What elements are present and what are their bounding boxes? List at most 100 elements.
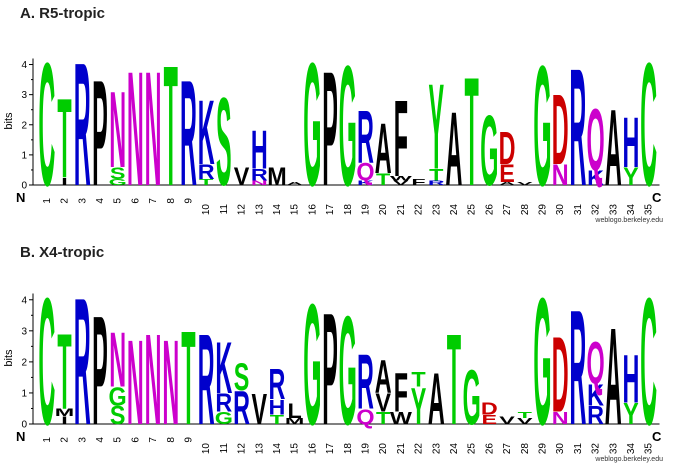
logo-letter-R: R xyxy=(233,381,250,434)
x-tick-label: 20 xyxy=(378,443,389,455)
y-tick-label: 0 xyxy=(21,181,27,192)
logo-letter-R: R xyxy=(428,179,445,186)
logo-letter-R: R xyxy=(198,160,215,184)
y-tick-label: 1 xyxy=(21,150,27,161)
logo-letter-Y: Y xyxy=(623,163,639,191)
logo-letter-T: T xyxy=(518,410,533,420)
y-tick-label: 2 xyxy=(21,357,27,368)
logo-letter-N: N xyxy=(127,38,144,220)
logo-letter-Q: Q xyxy=(586,91,604,189)
logo-letter-C: C xyxy=(640,27,657,223)
logo-letter-S: S xyxy=(110,165,126,183)
logo-letter-A: A xyxy=(375,350,392,403)
logo-letter-G: G xyxy=(480,95,498,207)
x-tick-label: 8 xyxy=(166,198,177,204)
x-tick-label: 23 xyxy=(431,204,442,216)
x-tick-label: 26 xyxy=(484,443,495,455)
logo-letter-H: H xyxy=(269,395,286,419)
logo-letter-G: G xyxy=(109,177,127,187)
logo-letter-Y: Y xyxy=(623,397,639,431)
weblogo-credit: weblogo.berkeley.edu xyxy=(594,456,663,463)
x-tick-label: 35 xyxy=(644,204,655,216)
logo-letter-D: D xyxy=(552,313,569,435)
logo-letter-R: R xyxy=(251,166,268,184)
x-tick-label: 18 xyxy=(343,443,354,455)
logo-letter-N: N xyxy=(162,316,179,451)
x-tick-label: 30 xyxy=(555,443,566,455)
x-tick-label: 1 xyxy=(42,198,53,204)
panel-title: B. X4-tropic xyxy=(20,244,104,261)
y-tick-label: 3 xyxy=(21,90,27,101)
logo-letter-V: V xyxy=(499,415,515,427)
logo-letter-F: F xyxy=(394,78,408,200)
logo-letter-Y: Y xyxy=(411,378,427,436)
x-tick-label: 6 xyxy=(130,198,141,204)
logo-letter-N: N xyxy=(109,69,126,191)
x-tick-label: 10 xyxy=(201,204,212,216)
logo-letter-V: V xyxy=(375,390,391,418)
y-tick-label: 4 xyxy=(21,60,27,71)
logo-letter-H: H xyxy=(623,104,640,183)
logo-letter-K: K xyxy=(357,179,375,186)
logo-letter-R: R xyxy=(198,307,215,452)
x-tick-label: 14 xyxy=(272,204,283,216)
x-tick-label: 25 xyxy=(467,204,478,216)
x-tick-label: 10 xyxy=(201,443,212,455)
x-tick-label: 18 xyxy=(343,204,354,216)
logo-letter-T: T xyxy=(57,76,71,202)
logo-letter-R: R xyxy=(357,339,374,426)
y-axis-label: bits xyxy=(3,112,15,130)
x-tick-label: 13 xyxy=(254,443,265,455)
logo-letter-P: P xyxy=(92,283,108,458)
logo-letter-A: A xyxy=(499,181,516,186)
logo-letter-V: V xyxy=(251,387,267,434)
logo-letter-T: T xyxy=(181,304,195,453)
logo-letter-T: T xyxy=(57,310,71,432)
y-tick-label: 1 xyxy=(21,388,27,399)
x-tick-label: 32 xyxy=(591,443,602,455)
logo-letter-R: R xyxy=(569,35,586,221)
x-tick-label: 24 xyxy=(449,204,460,216)
logo-letter-K: K xyxy=(587,166,604,190)
logo-letter-T: T xyxy=(447,307,461,452)
logo-letter-S: S xyxy=(216,72,232,212)
logo-letter-F: F xyxy=(394,362,408,425)
logo-letter-R: R xyxy=(357,95,374,179)
logo-letter-A: A xyxy=(375,110,392,189)
logo-letter-R: R xyxy=(269,362,286,409)
logo-letter-P: P xyxy=(92,48,108,217)
logo-letter-P: P xyxy=(322,38,338,220)
c-terminus-label: C xyxy=(652,429,662,444)
x-tick-label: 30 xyxy=(555,204,566,216)
logo-letter-L: L xyxy=(288,399,303,423)
logo-letter-I: I xyxy=(61,176,67,188)
x-tick-label: 12 xyxy=(237,443,248,455)
x-tick-label: 15 xyxy=(290,204,301,216)
logo-letter-K: K xyxy=(215,327,232,409)
x-tick-label: 32 xyxy=(591,204,602,216)
logo-letter-M: M xyxy=(285,416,304,426)
panel-title: A. R5-tropic xyxy=(20,5,105,22)
y-axis-label: bits xyxy=(3,349,15,367)
logo-letter-S: S xyxy=(234,355,250,399)
x-tick-label: 11 xyxy=(219,443,230,454)
x-tick-label: 3 xyxy=(77,198,88,204)
x-tick-label: 24 xyxy=(449,443,460,455)
x-tick-label: 2 xyxy=(60,437,71,443)
x-tick-label: 19 xyxy=(360,443,371,455)
logo-letter-N: N xyxy=(127,316,144,451)
x-tick-label: 31 xyxy=(573,443,584,455)
logo-letter-T: T xyxy=(411,368,426,392)
logo-letter-M: M xyxy=(55,407,74,419)
x-tick-label: 13 xyxy=(254,204,265,216)
logo-letter-F: F xyxy=(411,177,426,187)
logo-letter-S: S xyxy=(110,402,126,430)
x-tick-label: 28 xyxy=(520,204,531,216)
x-tick-label: 6 xyxy=(130,437,141,443)
x-tick-label: 29 xyxy=(537,204,548,216)
logo-letter-G: G xyxy=(303,270,321,462)
x-tick-label: 33 xyxy=(608,443,619,455)
logo-letter-Y: Y xyxy=(428,59,444,195)
